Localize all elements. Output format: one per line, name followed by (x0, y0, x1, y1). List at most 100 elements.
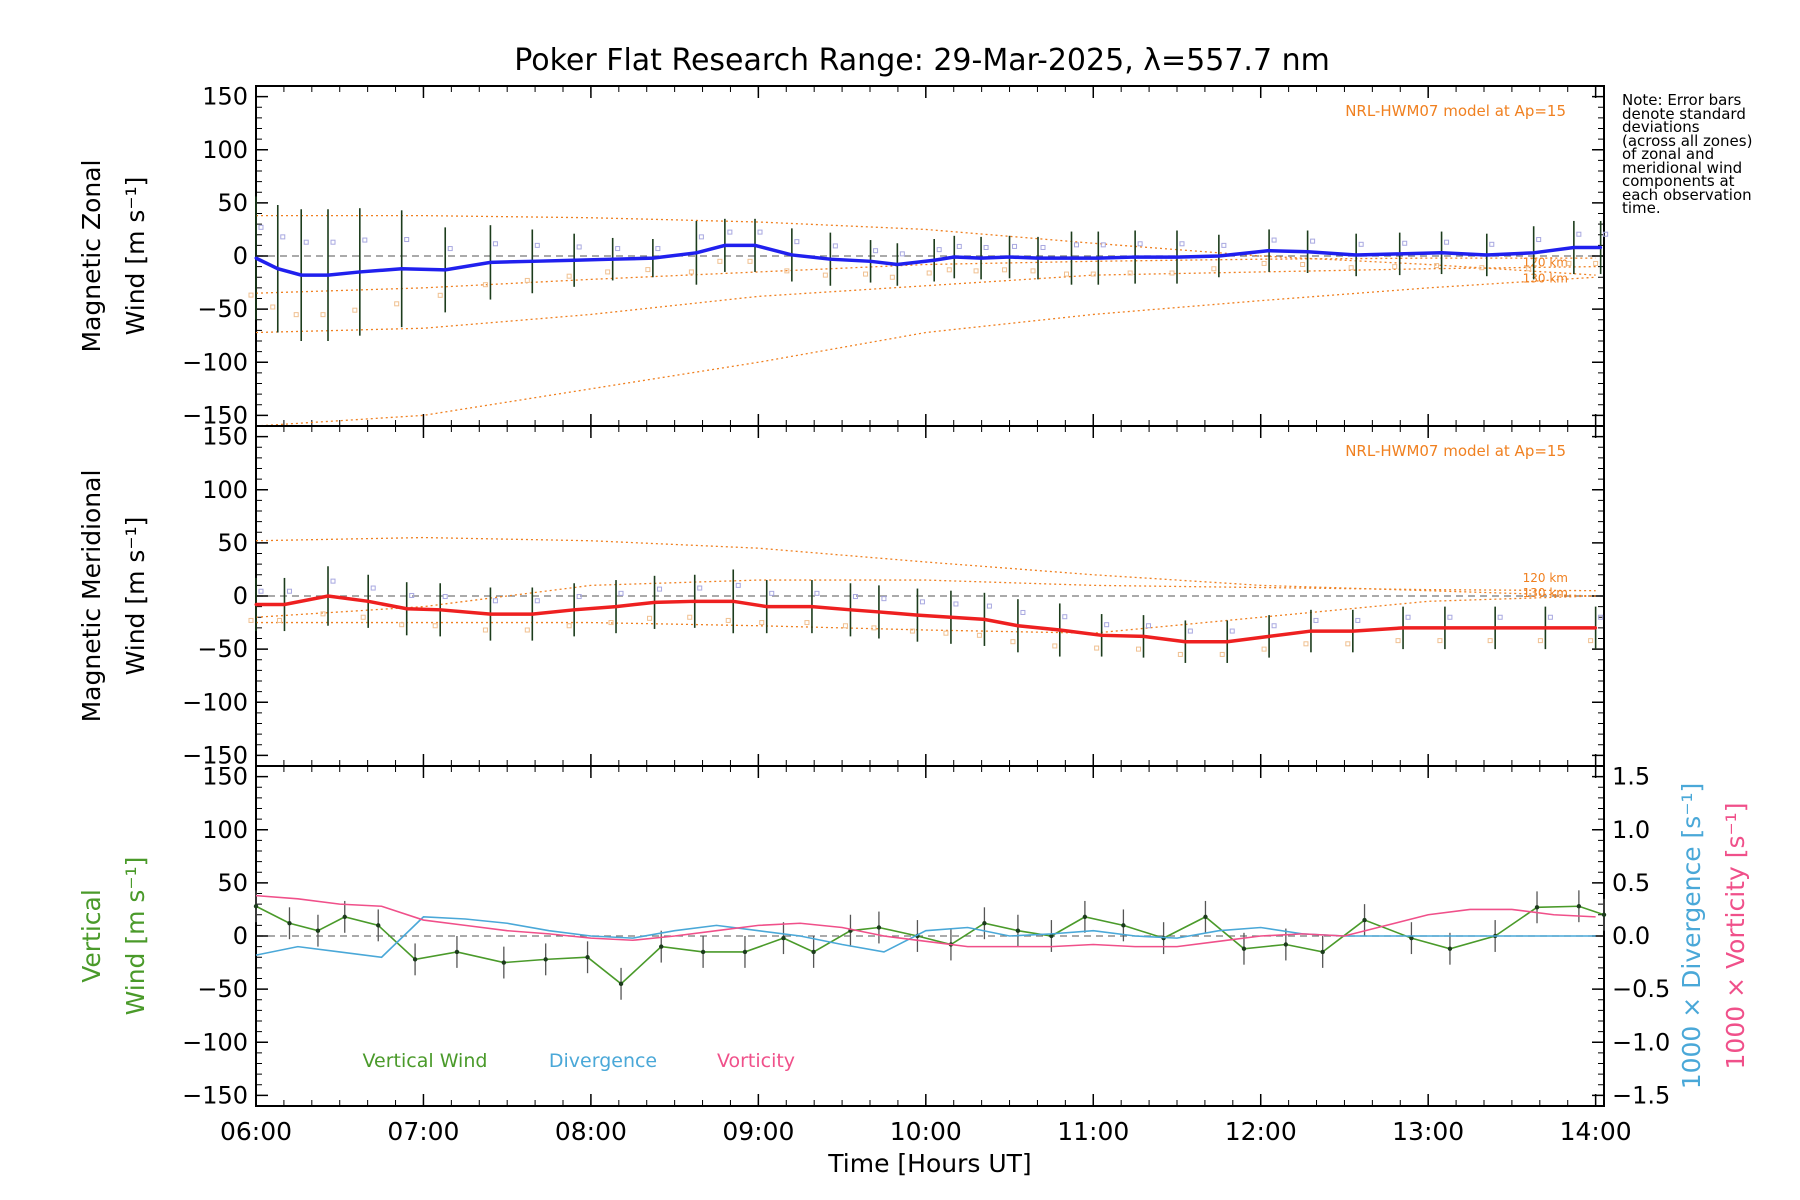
zonal-wind-point (979, 256, 983, 260)
zone-marker (394, 301, 400, 307)
zonal-wind-point (753, 243, 757, 247)
meridional-wind-point (254, 603, 258, 606)
zone-marker (437, 292, 443, 298)
y-tick-label: 100 (202, 136, 248, 164)
zone-marker (248, 292, 254, 298)
zone-marker (735, 582, 741, 588)
zone-marker (409, 592, 415, 598)
zone-marker (794, 239, 800, 245)
vertical-wind-point (454, 949, 460, 955)
y2-axis-label: 1000 × Divergence [s⁻¹] (1677, 783, 1706, 1090)
vertical-wind-point (811, 949, 816, 955)
zonal-wind-point (869, 259, 873, 263)
meridional-wind-point (1493, 626, 1497, 630)
meridional-wind-point (438, 608, 442, 612)
zone-marker (976, 632, 982, 638)
vertical-wind-point (1534, 905, 1540, 910)
zone-marker (1261, 260, 1267, 266)
zone-marker (1012, 243, 1018, 249)
y-tick-label: −150 (182, 741, 248, 769)
vertical-wind-point (1576, 904, 1582, 909)
x-tick-label: 13:00 (1392, 1117, 1464, 1146)
zone-marker (727, 229, 733, 235)
zonal-wind-point (932, 258, 936, 262)
meridional-wind-point (326, 594, 330, 598)
zone-marker (1479, 265, 1485, 271)
legend-item: Divergence (549, 1050, 657, 1072)
y-axis-label: Wind [m s⁻¹] (121, 177, 150, 336)
zone-marker (1576, 231, 1582, 237)
y-tick-label: −150 (182, 401, 248, 429)
zone-marker (1137, 241, 1143, 247)
x-tick-label: 10:00 (890, 1117, 962, 1146)
zonal-wind-point (1096, 256, 1100, 260)
vertical-wind-point (742, 949, 748, 955)
zone-marker (657, 586, 663, 592)
vertical-wind-point (1601, 912, 1607, 917)
y-tick-label: 100 (202, 816, 248, 844)
meridional-wind-point (1543, 626, 1547, 630)
meridional-wind-point (915, 613, 919, 617)
y-tick-label: 50 (217, 189, 248, 217)
meridional-wind-point (810, 605, 814, 609)
zonal-wind-point (1008, 255, 1012, 259)
zone-marker (909, 628, 915, 634)
x-tick-label: 11:00 (1057, 1117, 1129, 1146)
vertical-wind-point (287, 921, 292, 926)
note-line: (across all zones) (1622, 131, 1753, 150)
model-height-label: 120 km (1523, 256, 1568, 270)
y-axis-label: Magnetic Zonal (77, 160, 106, 353)
y-tick-label: −50 (197, 635, 248, 663)
zone-marker (1040, 245, 1046, 250)
zone-marker (1127, 270, 1133, 276)
meridional-wind-point (653, 600, 657, 604)
zonal-wind-point (1267, 249, 1271, 253)
zone-marker (258, 588, 264, 594)
zonal-wind-point (400, 267, 404, 271)
meridional-wind-point (1016, 624, 1020, 628)
legend-item: Vertical Wind (363, 1050, 488, 1072)
zone-marker (1405, 614, 1411, 620)
zone-marker (873, 248, 879, 254)
zone-marker (320, 611, 326, 617)
zonal-wind-point (651, 256, 655, 260)
y-axis-label: Vertical (77, 889, 106, 983)
zone-marker (1104, 622, 1110, 628)
vertical-wind-point (376, 923, 381, 928)
y-tick-label: 0 (233, 242, 248, 270)
zone-marker (1526, 266, 1532, 272)
zone-marker (1030, 268, 1036, 274)
zonal-wind-point (694, 251, 698, 255)
zonal-wind-point (1133, 255, 1137, 259)
zonal-wind-point (1217, 254, 1221, 258)
y2-tick-label: −0.5 (1612, 975, 1670, 1003)
zone-marker (258, 224, 264, 230)
zone-marker (1447, 614, 1453, 620)
zone-marker (360, 614, 366, 620)
zone-marker (432, 623, 438, 629)
vertical-wind-point (1362, 917, 1367, 923)
zone-marker (1271, 623, 1277, 629)
zone-marker (1310, 238, 1316, 244)
vertical-wind-point (1409, 935, 1414, 941)
zone-marker (566, 273, 572, 279)
zone-marker (566, 623, 572, 629)
zone-marker (688, 269, 694, 275)
model-height-label: 120 km (1523, 571, 1568, 585)
zonal-wind-point (1532, 251, 1536, 255)
zone-marker (1355, 617, 1361, 623)
zone-marker (1063, 271, 1069, 277)
zone-marker (986, 603, 992, 609)
meridional-wind-point (366, 599, 370, 603)
zone-marker (1598, 614, 1604, 620)
zone-marker (1345, 641, 1351, 647)
zone-marker (576, 244, 582, 250)
zone-marker (576, 594, 582, 600)
y-tick-label: −50 (197, 295, 248, 323)
zonal-wind-point (1599, 246, 1603, 249)
zone-marker (1348, 265, 1354, 271)
y-axis-label: Wind [m s⁻¹] (121, 517, 150, 676)
meridional-wind-point (282, 603, 286, 606)
note-line: of zonal and (1622, 145, 1715, 163)
zonal-wind-line (255, 243, 1601, 277)
